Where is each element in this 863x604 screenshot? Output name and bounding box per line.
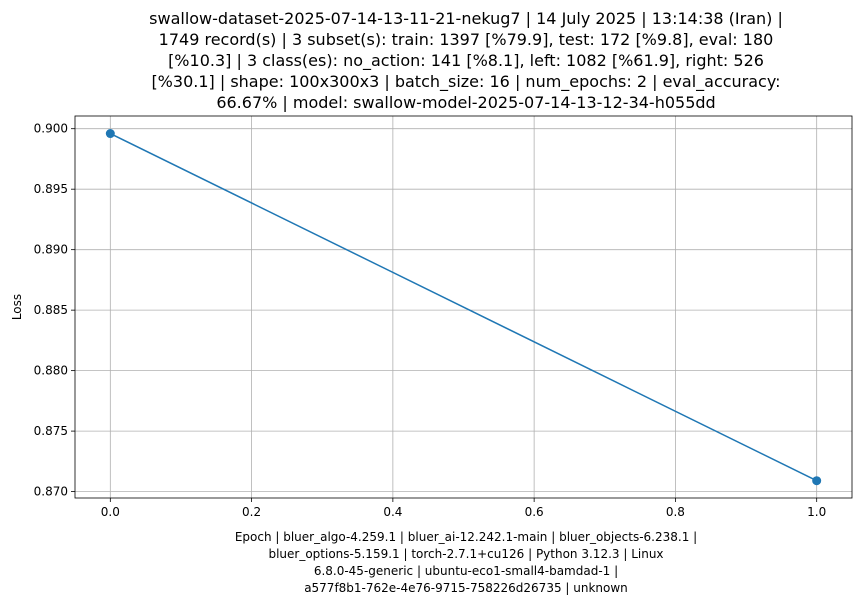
x-tick-label: 0.8 xyxy=(666,505,685,519)
x-axis-label-line-1: Epoch | bluer_algo-4.259.1 | bluer_ai-12… xyxy=(235,530,697,544)
chart-title-line-3: [%10.3] | 3 class(es): no_action: 141 [%… xyxy=(168,51,764,71)
grid-lines xyxy=(75,116,852,498)
loss-point xyxy=(105,129,115,139)
plot-area-frame xyxy=(74,115,853,499)
chart-title: swallow-dataset-2025-07-14-13-11-21-neku… xyxy=(149,9,783,112)
x-tick-label: 0.2 xyxy=(242,505,261,519)
chart-title-line-5: 66.67% | model: swallow-model-2025-07-14… xyxy=(216,93,715,112)
y-tick-label: 0.900 xyxy=(34,122,68,136)
x-axis-label-line-2: bluer_options-5.159.1 | torch-2.7.1+cu12… xyxy=(268,547,663,561)
x-axis-ticks: 0.0 0.2 0.4 0.6 0.8 1.0 xyxy=(101,498,826,519)
x-tick-label: 0.6 xyxy=(525,505,544,519)
x-tick-label: 0.0 xyxy=(101,505,120,519)
y-axis-ticks: 0.870 0.875 0.880 0.885 0.890 0.895 0.900 xyxy=(34,122,75,499)
x-axis-label: Epoch | bluer_algo-4.259.1 | bluer_ai-12… xyxy=(235,530,697,595)
loss-point xyxy=(812,476,822,486)
chart-title-line-4: [%30.1] | shape: 100x300x3 | batch_size:… xyxy=(151,72,780,92)
loss-series xyxy=(105,129,822,486)
y-tick-label: 0.880 xyxy=(34,364,68,378)
loss-series-line xyxy=(109,132,818,482)
x-tick-label: 1.0 xyxy=(807,505,826,519)
y-tick-label: 0.875 xyxy=(34,424,68,438)
y-axis-label: Loss xyxy=(10,294,24,320)
y-tick-label: 0.885 xyxy=(34,303,68,317)
x-axis-label-line-3: 6.8.0-45-generic | ubuntu-eco1-small4-ba… xyxy=(314,564,618,578)
chart-title-line-2: 1749 record(s) | 3 subset(s): train: 139… xyxy=(159,30,774,49)
x-axis-label-line-4: a577f8b1-762e-4e76-9715-758226d26735 | u… xyxy=(304,581,628,595)
chart-title-line-1: swallow-dataset-2025-07-14-13-11-21-neku… xyxy=(149,9,783,28)
y-tick-label: 0.895 xyxy=(34,182,68,196)
y-tick-label: 0.890 xyxy=(34,243,68,257)
y-tick-label: 0.870 xyxy=(34,485,68,499)
x-tick-label: 0.4 xyxy=(383,505,402,519)
